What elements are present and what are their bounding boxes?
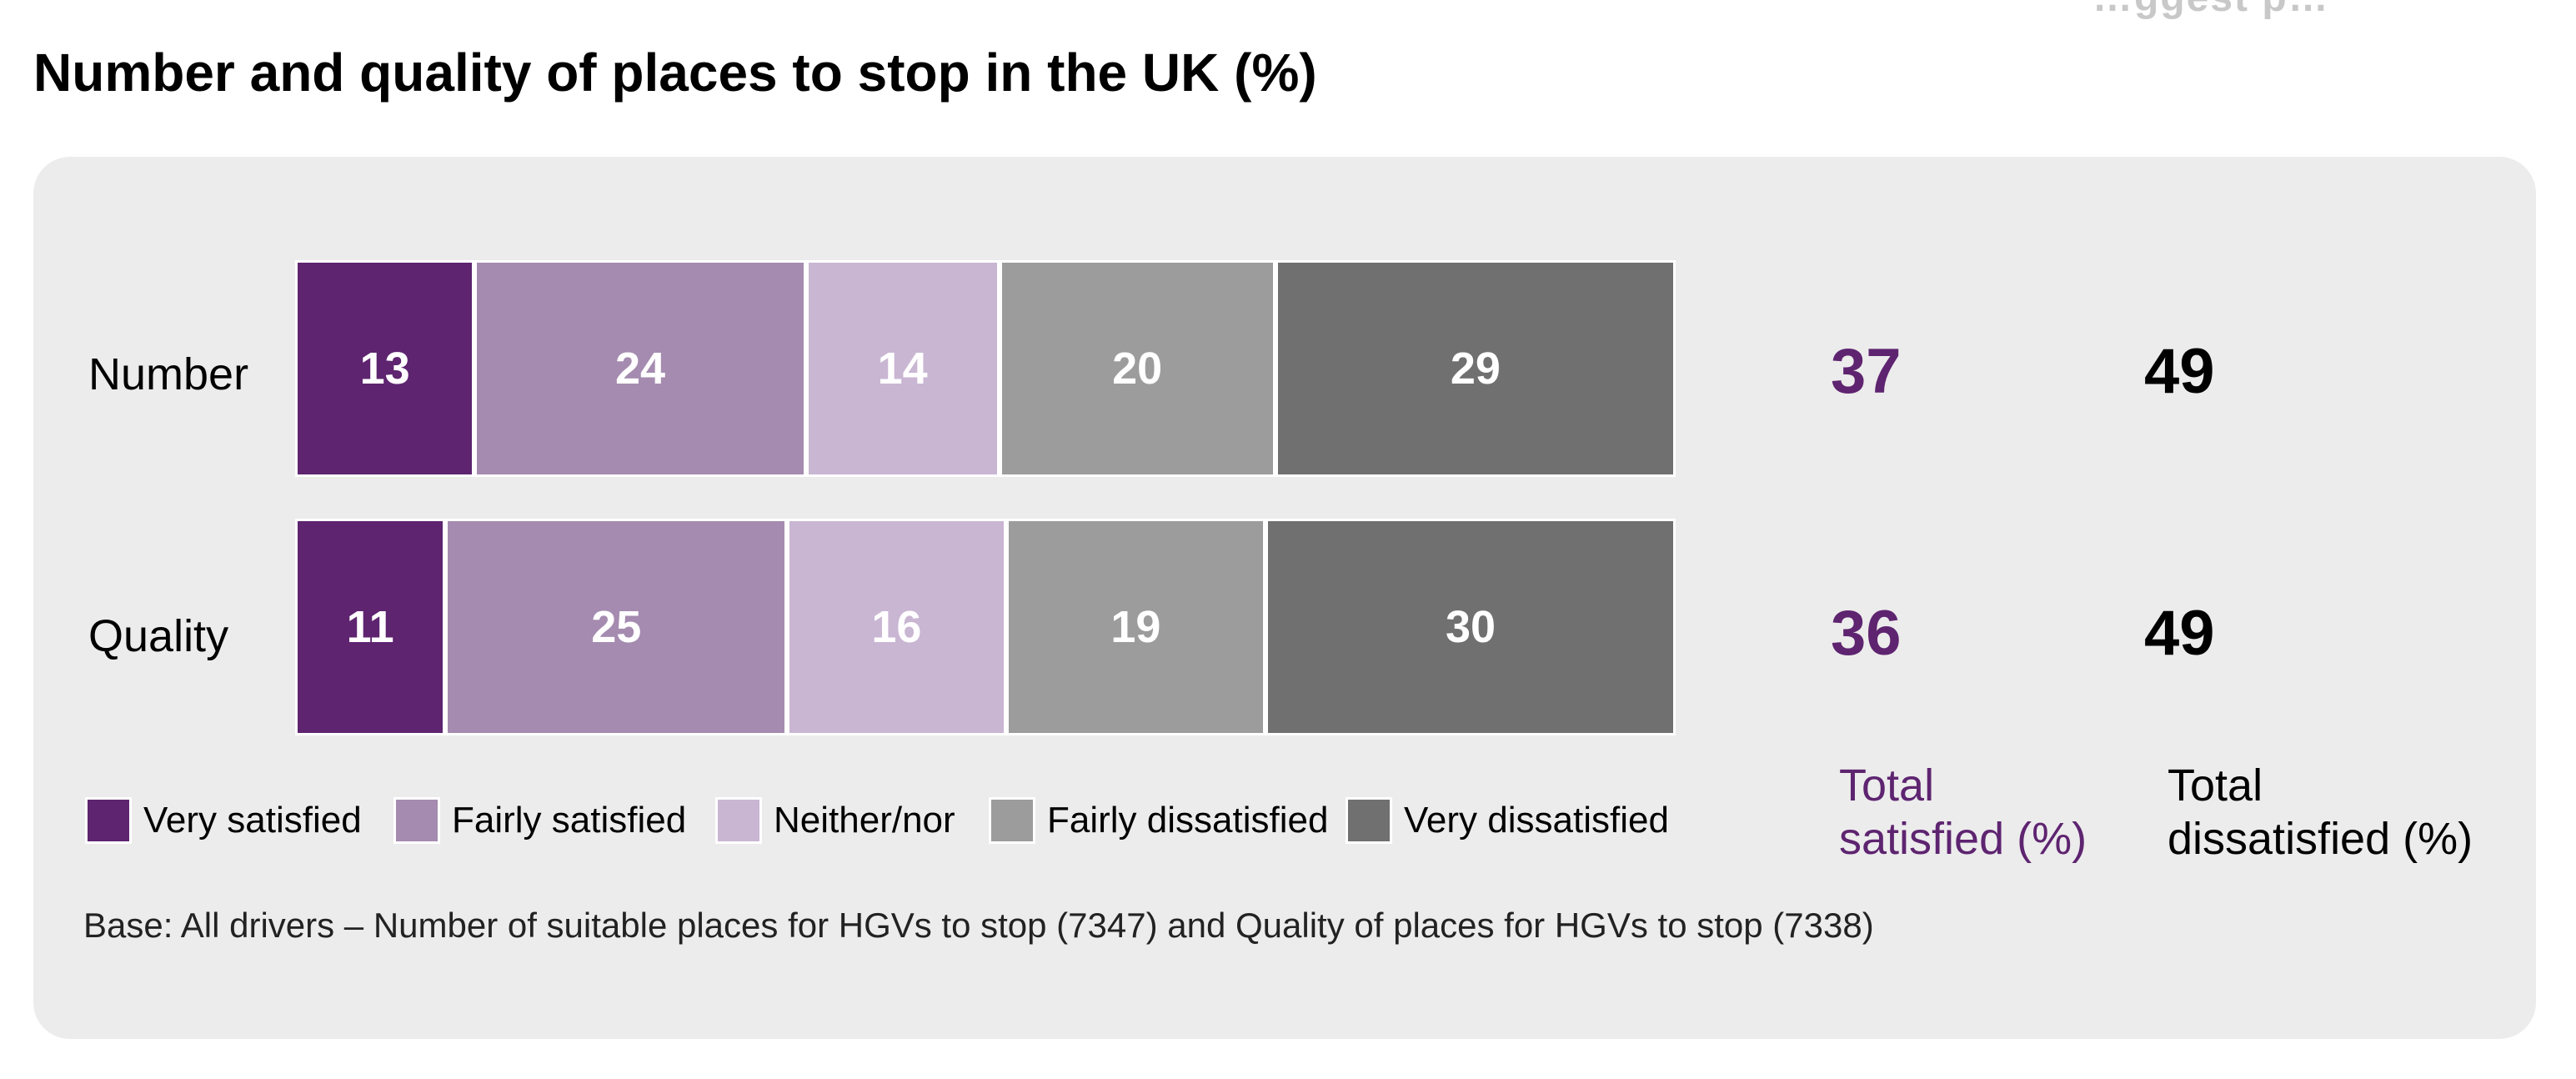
bar-value-label: 30 xyxy=(1446,602,1496,652)
total-satisfied-label: Total satisfied (%) xyxy=(1839,759,2189,866)
chart-title: Number and quality of places to stop in … xyxy=(33,43,1317,103)
total-dissatisfied-label-line1: Total xyxy=(2168,760,2263,811)
bar-segment-quality-very-satisfied: 11 xyxy=(295,519,446,735)
total-dissatisfied-number: 49 xyxy=(2144,336,2215,407)
bar-segment-quality-very-dissatisfied: 30 xyxy=(1265,519,1676,735)
bar-segment-number-neither-nor: 14 xyxy=(805,260,1000,477)
legend-item-fairly-satisfied: Fairly satisfied xyxy=(393,795,686,846)
partial-header-text: …ggest p… xyxy=(2092,0,2330,21)
bar-segment-number-very-satisfied: 13 xyxy=(295,260,475,477)
legend-label: Very dissatisfied xyxy=(1404,800,1669,841)
total-satisfied-label-line1: Total xyxy=(1839,760,1935,811)
bar-value-label: 13 xyxy=(359,344,410,394)
bar-segment-quality-fairly-satisfied: 25 xyxy=(445,519,788,735)
legend-item-very-dissatisfied: Very dissatisfied xyxy=(1346,795,1669,846)
legend-item-neither-nor: Neither/nor xyxy=(715,795,955,846)
legend-swatch xyxy=(1346,797,1392,844)
category-label-number: Number xyxy=(88,349,249,399)
legend-label: Very satisfied xyxy=(143,800,362,841)
bar-segment-number-very-dissatisfied: 29 xyxy=(1275,260,1676,477)
bar-value-label: 29 xyxy=(1450,344,1501,394)
legend-swatch xyxy=(393,797,440,844)
legend-swatch xyxy=(85,797,132,844)
legend-swatch xyxy=(715,797,762,844)
bar-value-label: 11 xyxy=(346,602,394,652)
base-note: Base: All drivers – Number of suitable p… xyxy=(83,906,1874,945)
total-satisfied-label-line2: satisfied (%) xyxy=(1839,814,2087,864)
total-dissatisfied-quality: 49 xyxy=(2144,598,2215,669)
legend-label: Neither/nor xyxy=(774,800,955,841)
bar-value-label: 16 xyxy=(871,602,922,652)
legend-item-fairly-dissatisfied: Fairly dissatisfied xyxy=(989,795,1328,846)
bar-value-label: 20 xyxy=(1112,344,1163,394)
total-dissatisfied-label: Total dissatisfied (%) xyxy=(2168,759,2518,866)
legend-label: Fairly satisfied xyxy=(452,800,687,841)
legend-item-very-satisfied: Very satisfied xyxy=(85,795,362,846)
category-label-quality: Quality xyxy=(88,611,229,661)
legend-label: Fairly dissatisfied xyxy=(1047,800,1329,841)
bar-segment-number-fairly-dissatisfied: 20 xyxy=(999,260,1275,477)
bar-value-label: 14 xyxy=(877,344,928,394)
total-satisfied-number: 37 xyxy=(1831,336,1902,407)
bar-value-label: 25 xyxy=(591,602,642,652)
bar-value-label: 24 xyxy=(614,344,666,394)
legend-swatch xyxy=(989,797,1035,844)
bar-segment-quality-neither-nor: 16 xyxy=(787,519,1006,735)
bar-value-label: 19 xyxy=(1110,602,1161,652)
bar-segment-number-fairly-satisfied: 24 xyxy=(474,260,806,477)
total-dissatisfied-label-line2: dissatisfied (%) xyxy=(2168,814,2473,864)
total-satisfied-quality: 36 xyxy=(1831,598,1902,669)
bar-segment-quality-fairly-dissatisfied: 19 xyxy=(1005,519,1266,735)
